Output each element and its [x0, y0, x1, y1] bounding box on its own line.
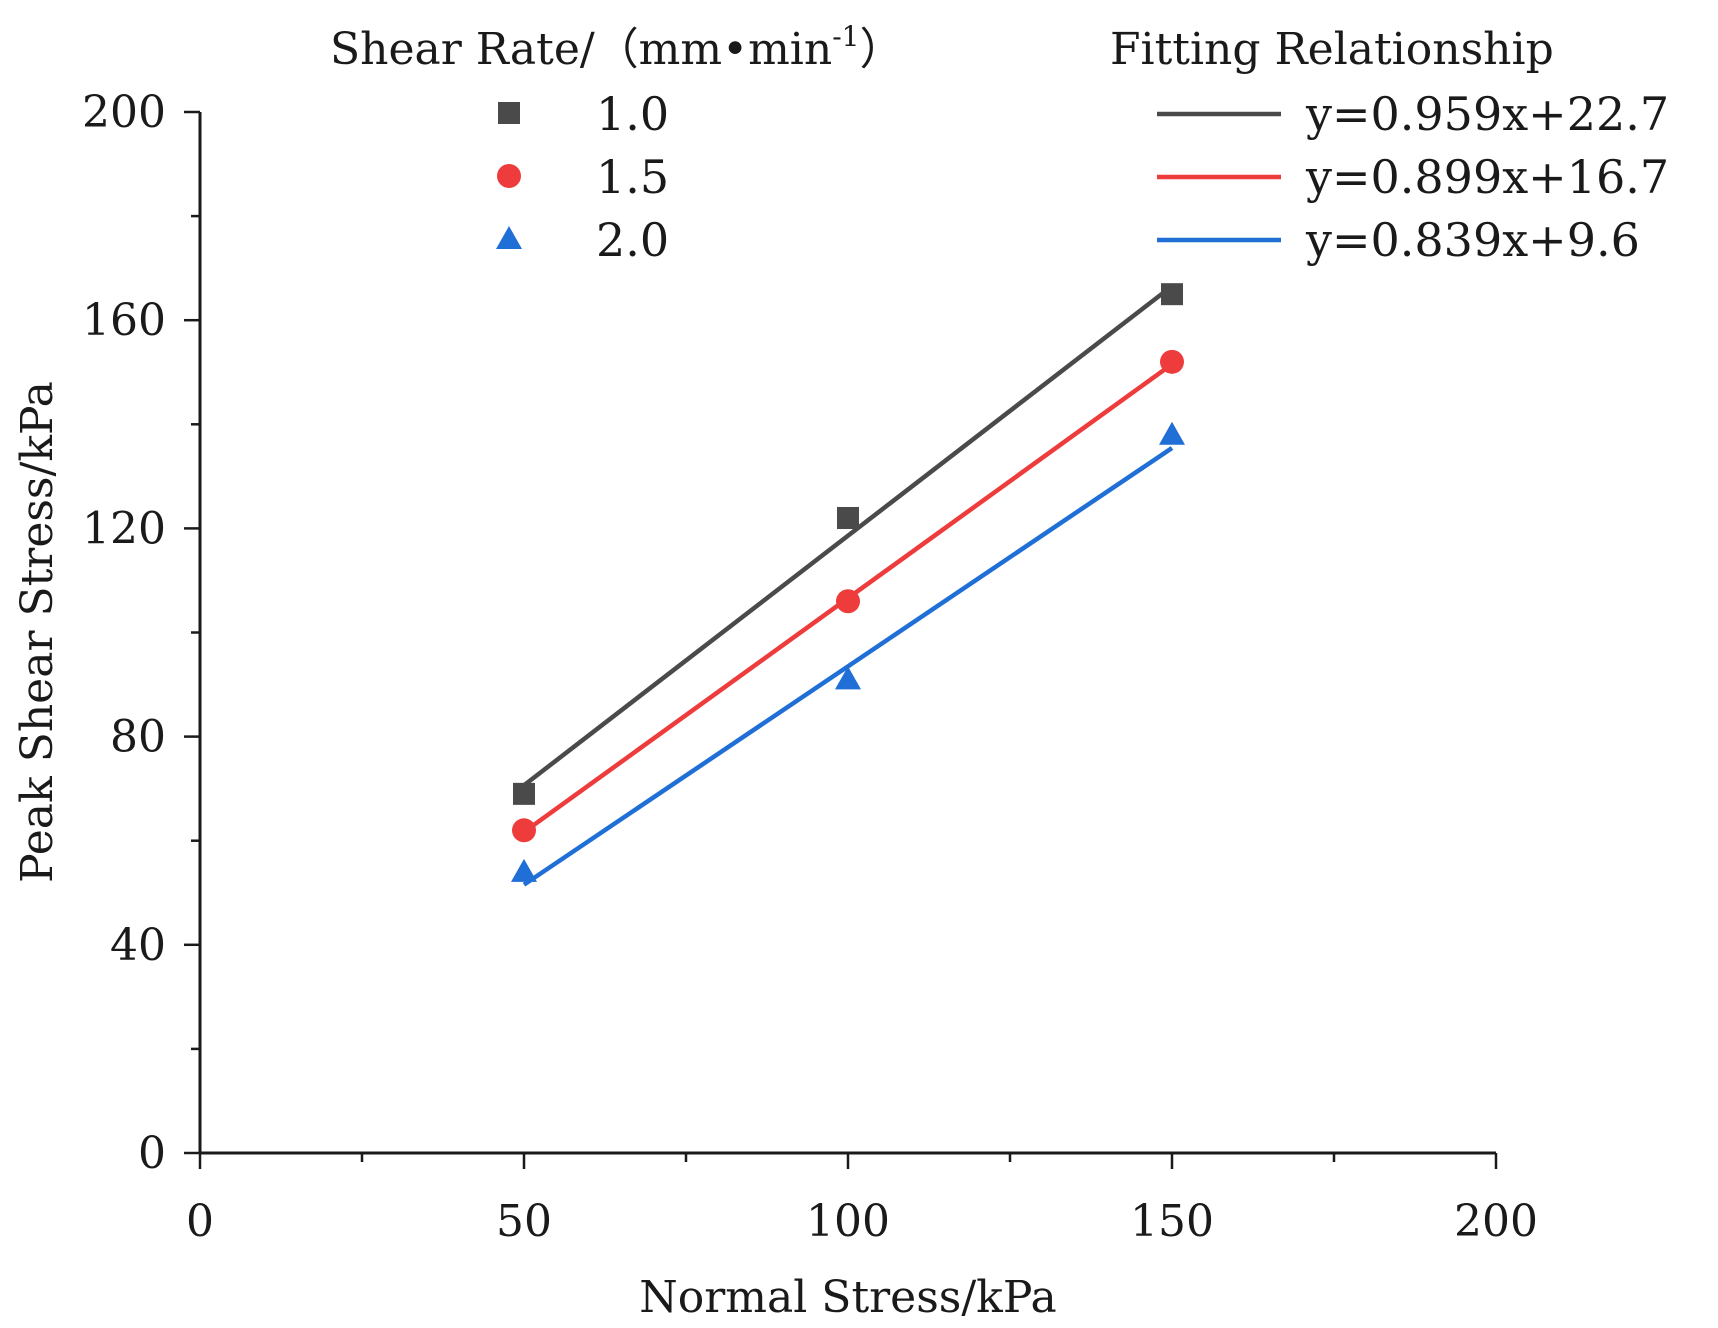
x-tick-label: 0 [186, 1196, 214, 1247]
y-tick-label: 120 [82, 503, 166, 554]
tick-labels: 0 50 100 150 200 0 40 80 120 160 200 [82, 87, 1538, 1247]
legend-marker-1-5 [497, 164, 521, 188]
y-tick-label: 80 [110, 712, 166, 763]
x-tick-label: 100 [806, 1196, 890, 1247]
fit-line-2-0 [522, 446, 1174, 887]
legend-fit-label: y=0.839x+9.6 [1305, 213, 1640, 267]
x-tick-label: 200 [1454, 1196, 1538, 1247]
x-tick-label: 150 [1130, 1196, 1214, 1247]
data-point-1-5 [1160, 349, 1184, 374]
legend-fit-label: y=0.899x+16.7 [1305, 150, 1669, 204]
data-point-2-0 [1159, 421, 1185, 445]
markers [511, 283, 1185, 882]
data-point-2-0 [835, 666, 861, 690]
y-tick-label: 40 [110, 920, 166, 971]
legend-series-label: 1.0 [596, 87, 669, 141]
legend-fit-label: y=0.959x+22.7 [1305, 87, 1669, 141]
y-tick-label: 160 [82, 295, 166, 346]
data-point-1-0 [513, 782, 535, 805]
ticks [184, 110, 1498, 1169]
data-point-1-0 [837, 506, 859, 529]
y-axis-title: Peak Shear Stress/kPa [12, 381, 63, 883]
legend-series-label: 1.5 [596, 150, 669, 204]
legend-marker-2-0 [496, 226, 522, 249]
legend-items: 1.0 y=0.959x+22.7 1.5 y=0.899x+16.7 2.0 y=0.8… [496, 87, 1669, 267]
legend-marker-title: Shear Rate/（mm•min-1） [330, 20, 904, 75]
x-tick-label: 50 [496, 1196, 552, 1247]
y-tick-label: 200 [82, 87, 166, 138]
legend-marker-1-0 [498, 102, 520, 124]
legend-fit-title: Fitting Relationship [1110, 24, 1554, 75]
legend-series-label: 2.0 [596, 213, 669, 267]
data-point-2-0 [511, 858, 537, 882]
fit-line-1-0 [522, 284, 1174, 788]
axes [198, 112, 1496, 1155]
fit-lines [522, 284, 1174, 887]
data-point-1-0 [1161, 283, 1183, 306]
data-point-1-5 [836, 589, 860, 614]
x-axis-title: Normal Stress/kPa [639, 1272, 1056, 1323]
y-tick-label: 0 [138, 1128, 166, 1179]
data-point-1-5 [512, 818, 536, 843]
